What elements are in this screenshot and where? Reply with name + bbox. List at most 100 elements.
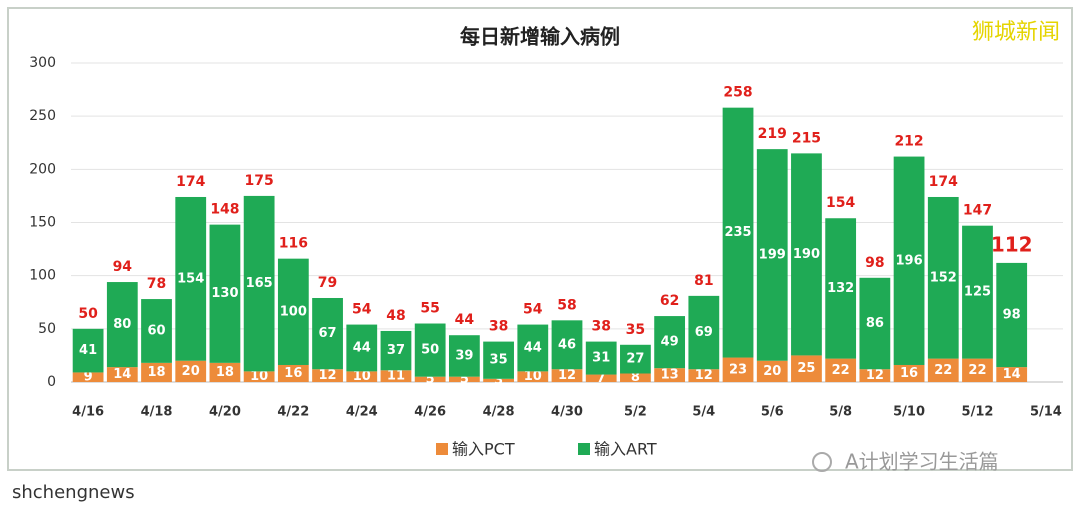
segment-label: 31 [592,351,610,366]
x-tick-label: 5/8 [829,405,852,420]
bar-segment [996,367,1028,382]
bar-segment [654,316,686,369]
bar-segment [962,358,993,382]
bar-segment [893,156,925,365]
x-tick-label: 5/2 [624,405,647,420]
total-label: 154 [826,195,855,211]
account-name: A计划学习生活篇 [845,450,999,474]
legend-swatch [578,443,590,455]
segment-label: 39 [455,348,473,363]
segment-label: 35 [490,353,508,368]
x-tick-label: 5/4 [692,405,715,420]
bar-segment [380,370,412,382]
bar-segment [688,295,720,370]
segment-label: 25 [797,361,815,376]
chart-title: 每日新增输入病例 [460,25,620,49]
x-tick-label: 4/28 [483,405,515,420]
segment-label: 41 [79,343,97,358]
total-label: 79 [318,275,337,291]
segment-label: 154 [177,271,204,286]
total-label: 148 [210,202,239,218]
segment-label: 13 [661,368,679,383]
total-label: 55 [420,301,439,317]
y-tick-label: 50 [38,321,56,337]
bar-segment [654,368,686,382]
bar-segment [175,360,207,382]
bar-segment [346,324,378,372]
legend-label: 输入PCT [452,440,515,459]
total-label: 58 [557,297,576,313]
bar-segment [688,369,720,382]
total-label: 54 [523,302,543,318]
segment-label: 50 [421,343,439,358]
total-label: 94 [113,259,133,275]
segment-label: 199 [759,247,786,262]
segment-label: 86 [866,316,884,331]
segment-label: 11 [387,369,405,384]
segment-label: 152 [930,270,957,285]
segment-label: 132 [827,281,854,296]
segment-label: 100 [280,304,307,319]
total-label: 50 [78,306,98,322]
total-label: 38 [591,319,610,335]
x-tick-label: 5/14 [1030,405,1062,420]
total-label: 174 [929,174,958,190]
total-label: 44 [455,312,475,328]
bar-segment [414,323,446,377]
bar-segment [517,371,549,382]
total-label: 147 [963,203,992,219]
segment-label: 190 [793,247,820,262]
segment-label: 5 [460,372,469,387]
wechat-icon [812,452,832,472]
watermark: 狮城新闻 [972,20,1060,45]
segment-label: 16 [900,366,918,381]
bar-segment [791,153,822,356]
total-label: 48 [386,308,405,324]
y-tick-label: 0 [47,374,56,390]
y-tick-label: 200 [29,161,56,177]
x-tick-label: 4/26 [414,405,446,420]
segment-label: 10 [353,369,371,384]
bar-segment [414,376,446,382]
y-tick-label: 150 [29,215,56,231]
total-label: 219 [758,126,787,142]
bar-segment [312,297,343,370]
total-label: 215 [792,130,821,146]
bar-segment [620,344,651,374]
bar-segment [517,324,549,372]
segment-label: 20 [182,364,200,379]
segment-label: 49 [661,335,679,350]
x-tick-label: 4/20 [209,405,241,420]
segment-label: 22 [934,363,952,378]
segment-label: 14 [113,367,131,382]
segment-label: 125 [964,285,991,300]
bar-segment [893,364,925,382]
segment-label: 69 [695,325,713,340]
bar-segment [106,367,138,382]
segment-label: 16 [284,366,302,381]
total-label: 174 [176,174,205,190]
segment-label: 5 [426,372,435,387]
total-label: 78 [147,276,166,292]
legend-label: 输入ART [594,440,657,459]
bar-segment [72,328,104,373]
bar-segment [859,369,891,382]
total-label: 116 [279,236,308,252]
bar-segment [106,282,138,368]
y-tick-label: 300 [29,55,56,71]
bar-segment [756,149,788,361]
bar-segment [825,358,857,382]
bar-segment [346,371,378,382]
bar-segment [483,341,514,379]
segment-label: 14 [1003,367,1021,382]
segment-label: 98 [1003,308,1021,323]
bar-segment [620,373,651,382]
y-tick-label: 250 [29,108,56,124]
segment-label: 12 [319,368,337,383]
bar-segment [585,374,617,382]
segment-label: 22 [968,363,986,378]
total-label: 81 [694,273,713,289]
bar-segment [277,258,309,365]
footer: shchengnews [12,482,135,503]
